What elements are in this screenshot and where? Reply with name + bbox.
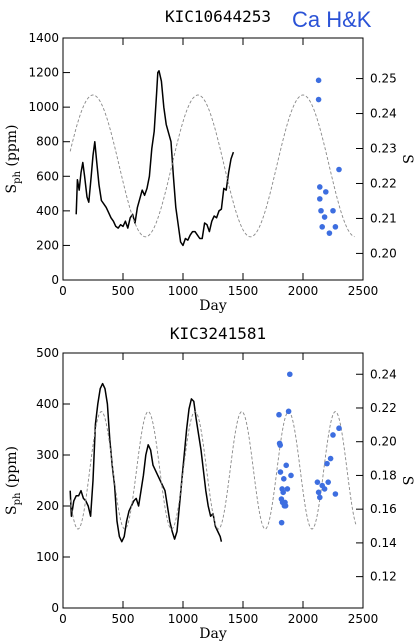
ca-hk-point [323, 189, 329, 195]
ca-hk-point [317, 196, 323, 202]
x-tick-label: 2000 [288, 284, 319, 298]
x-tick-label: 1000 [168, 284, 199, 298]
x-tick-label: 500 [112, 612, 135, 626]
y-tick-label: 600 [36, 169, 59, 183]
y2-tick-label: 0.16 [370, 502, 397, 516]
panel-kic10644253: KIC10644253 0 500 1000 1500 2000 2500 0 200 400 60… [4, 7, 415, 314]
ca-hk-point [324, 460, 330, 467]
y-tick-label: 1400 [28, 31, 59, 45]
ca-hk-point [282, 502, 289, 509]
y2-tick-label: 0.24 [370, 367, 397, 381]
y2-tick-label: 0.14 [370, 536, 397, 550]
y2-tick-label: 0.25 [370, 72, 397, 86]
y2-tick-label: 0.24 [370, 107, 397, 121]
ca-hk-point [278, 519, 285, 526]
ca-hk-annotation: Ca H&K [292, 7, 372, 32]
plot-frame [62, 352, 364, 609]
y-tick-label: 100 [36, 550, 59, 564]
ca-hk-point [330, 207, 336, 214]
y2-tick-label: 0.22 [370, 401, 397, 415]
y2-tick-label: 0.21 [370, 211, 397, 225]
ca-hk-point [314, 479, 321, 485]
ca-hk-point [317, 184, 323, 190]
y-tick-label: 200 [36, 499, 59, 513]
ca-hk-point [287, 371, 293, 378]
y2-tick-label: 0.22 [370, 176, 397, 190]
ca-hk-point [319, 224, 326, 230]
ca-hk-point [281, 476, 287, 482]
x-axis-label: Day [199, 626, 227, 641]
ca-hk-point [332, 491, 339, 497]
y-tick-label: 500 [36, 346, 59, 360]
y2-tick-label: 0.23 [370, 142, 397, 156]
ca-hk-point [315, 489, 322, 496]
ca-hk-point [327, 455, 334, 462]
sph-series-line [69, 382, 223, 543]
y-tick-label: 400 [36, 397, 59, 411]
model-cycle-line [69, 94, 355, 238]
x-tick-label: 2500 [348, 612, 379, 626]
x-tick-label: 1500 [228, 612, 259, 626]
ca-hk-point [321, 486, 328, 492]
y2-axis-label: S [399, 154, 415, 164]
x-axis-label: Day [199, 298, 227, 314]
y-tick-label: 400 [36, 204, 59, 218]
ca-hk-point [276, 411, 282, 418]
ca-hk-point [280, 489, 287, 496]
y-tick-label: 200 [36, 238, 59, 252]
ca-hk-point [326, 230, 333, 236]
ca-hk-point [277, 469, 284, 475]
x-tick-label: 1500 [228, 284, 259, 298]
y-tick-label: 300 [36, 448, 59, 462]
x-tick-label: 0 [59, 284, 67, 298]
x-tick-label: 500 [112, 284, 135, 298]
ca-hk-point [325, 479, 332, 485]
x-tick-label: 0 [59, 612, 67, 626]
y2-axis-label: S [399, 476, 415, 486]
ca-hk-point [283, 462, 290, 469]
ca-hk-point [321, 214, 328, 220]
x-tick-label: 2000 [288, 612, 319, 626]
ca-hk-point [315, 77, 322, 84]
plot-frame [62, 37, 364, 281]
ca-hk-point [336, 425, 342, 432]
ca-hk-point [315, 96, 322, 103]
ca-hk-point [332, 224, 339, 230]
sph-series-line [75, 70, 235, 247]
ca-hk-point [284, 486, 291, 492]
chart-title: KIC10644253 [165, 7, 271, 26]
chart-title: KIC3241581 [170, 324, 266, 343]
y2-tick-label: 0.12 [370, 570, 397, 584]
ca-hk-point [336, 166, 342, 173]
y2-tick-label: 0.20 [370, 435, 397, 449]
x-tick-label: 1000 [168, 612, 199, 626]
y-tick-label: 1200 [28, 66, 59, 80]
y-tick-label: 800 [36, 135, 59, 149]
ca-hk-point [318, 207, 324, 214]
y2-tick-label: 0.18 [370, 468, 397, 482]
y-tick-label: 0 [51, 601, 59, 615]
ca-hk-point [277, 442, 284, 448]
y-axis-label: Sph (ppm) [4, 124, 23, 193]
y-tick-label: 0 [51, 273, 59, 287]
ca-hk-point [317, 494, 323, 501]
y2-tick-label: 0.20 [370, 246, 397, 260]
x-tick-label: 2500 [348, 284, 379, 298]
model-cycle-line [69, 411, 357, 530]
panel-kic3241581: KIC3241581 0 500 1000 1500 2000 2500 0 100 200 300… [4, 324, 415, 641]
y-tick-label: 1000 [28, 100, 59, 114]
y-axis-label: Sph (ppm) [4, 446, 23, 515]
ca-hk-point [285, 408, 292, 415]
ca-hk-point [288, 472, 294, 479]
ca-hk-point [330, 432, 336, 438]
